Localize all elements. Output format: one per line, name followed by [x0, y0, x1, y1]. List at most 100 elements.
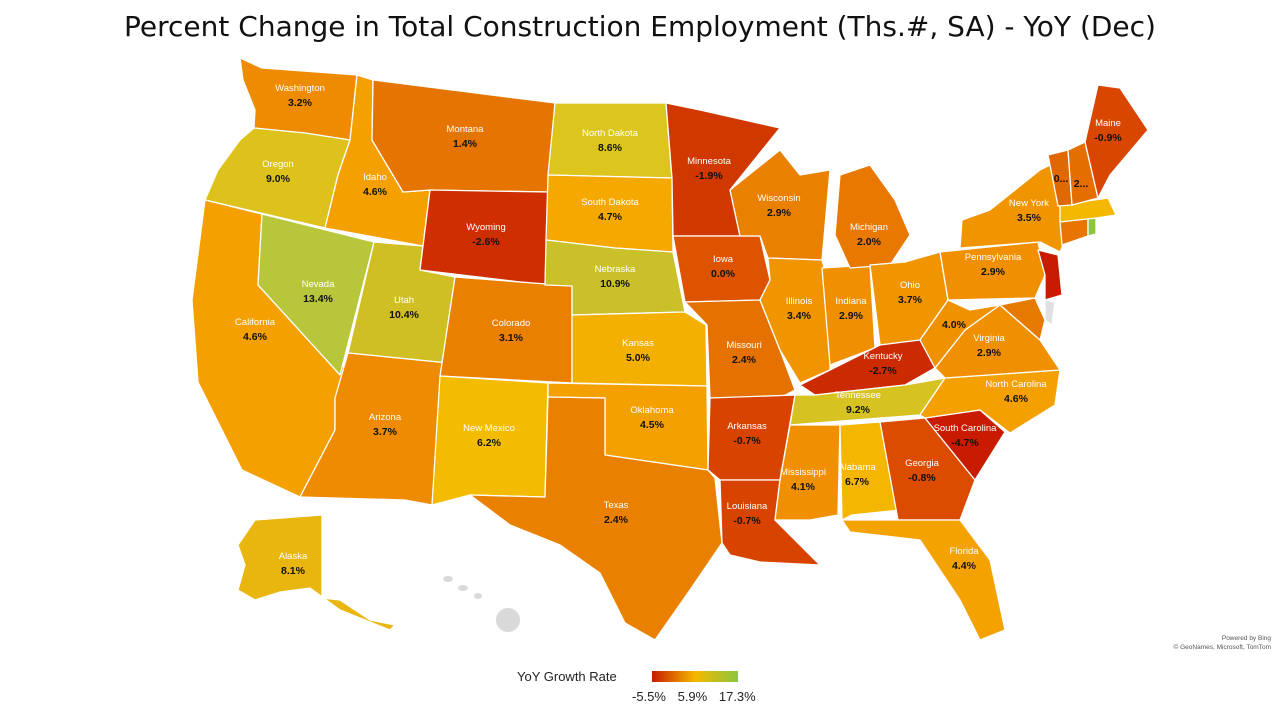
state-value-indiana: 2.9%	[839, 310, 864, 322]
state-new-jersey[interactable]	[1037, 249, 1063, 301]
state-label-wyoming: Wyoming	[466, 222, 506, 233]
state-label-north-dakota: North Dakota	[582, 128, 639, 139]
state-value-virginia: 2.9%	[977, 347, 1002, 359]
state-label-florida: Florida	[949, 546, 979, 557]
legend-max-label: 17.3%	[718, 689, 756, 704]
state-value-oklahoma: 4.5%	[640, 419, 665, 431]
attribution-line-2: © GeoNames, Microsoft, TomTom	[1173, 644, 1272, 651]
state-texas[interactable]	[469, 396, 723, 641]
state-maine[interactable]	[1084, 84, 1149, 199]
state-label-texas: Texas	[604, 500, 629, 511]
state-value-north-dakota: 8.6%	[598, 142, 623, 154]
state-north-dakota[interactable]	[547, 102, 673, 179]
map-attribution: Powered by Bing © GeoNames, Microsoft, T…	[1174, 634, 1272, 652]
state-label-arizona: Arizona	[369, 412, 402, 423]
state-value-vermont: 0...	[1054, 173, 1069, 185]
state-value-tennessee: 9.2%	[846, 404, 871, 416]
state-label-alaska: Alaska	[279, 551, 308, 562]
state-value-maine: -0.9%	[1094, 132, 1122, 144]
state-montana[interactable]	[371, 79, 556, 193]
state-label-pennsylvania: Pennsylvania	[965, 252, 1022, 263]
legend-min-label: -5.5%	[632, 689, 666, 704]
state-label-kentucky: Kentucky	[863, 351, 902, 362]
state-value-montana: 1.4%	[453, 138, 478, 150]
legend-mid-label: 5.9%	[677, 689, 708, 704]
state-value-kentucky: -2.7%	[869, 365, 897, 377]
state-label-virginia: Virginia	[973, 333, 1005, 344]
state-value-texas: 2.4%	[604, 514, 629, 526]
state-label-south-carolina: South Carolina	[934, 423, 998, 434]
state-label-ohio: Ohio	[900, 280, 920, 291]
legend-gradient-bar	[652, 671, 738, 682]
state-label-kansas: Kansas	[622, 338, 654, 349]
state-label-arkansas: Arkansas	[727, 421, 767, 432]
state-label-idaho: Idaho	[363, 172, 387, 183]
legend-title: YoY Growth Rate	[517, 669, 617, 684]
attribution-line-1: Powered by Bing	[1221, 635, 1271, 642]
state-value-colorado: 3.1%	[499, 332, 524, 344]
state-value-florida: 4.4%	[952, 560, 977, 572]
state-label-south-dakota: South Dakota	[581, 197, 639, 208]
state-value-missouri: 2.4%	[732, 354, 757, 366]
state-value-louisiana: -0.7%	[733, 515, 761, 527]
state-colorado[interactable]	[439, 276, 573, 384]
state-value-minnesota: -1.9%	[695, 170, 723, 182]
map-title: Percent Change in Total Construction Emp…	[124, 10, 1156, 43]
state-label-indiana: Indiana	[835, 296, 867, 307]
state-label-iowa: Iowa	[713, 254, 734, 265]
state-label-washington: Washington	[275, 83, 325, 94]
state-label-wisconsin: Wisconsin	[757, 193, 800, 204]
state-value-mississippi: 4.1%	[791, 481, 816, 493]
state-value-iowa: 0.0%	[711, 268, 736, 280]
state-value-arizona: 3.7%	[373, 426, 398, 438]
state-florida[interactable]	[841, 519, 1006, 641]
state-value-alabama: 6.7%	[845, 476, 870, 488]
state-label-tennessee: Tennessee	[835, 390, 881, 401]
state-label-nevada: Nevada	[302, 279, 335, 290]
state-label-california: California	[235, 317, 276, 328]
state-label-missouri: Missouri	[726, 340, 761, 351]
state-label-north-carolina: North Carolina	[985, 379, 1047, 390]
state-value-new-hampshire: 2...	[1074, 178, 1089, 190]
state-kansas[interactable]	[571, 311, 708, 387]
state-label-mississippi: Mississippi	[780, 467, 826, 478]
state-value-north-carolina: 4.6%	[1004, 393, 1029, 405]
state-hawaii[interactable]	[443, 576, 520, 632]
state-value-wyoming: -2.6%	[472, 236, 500, 248]
state-delaware[interactable]	[1044, 299, 1056, 326]
state-label-utah: Utah	[394, 295, 414, 306]
state-value-new-mexico: 6.2%	[477, 437, 502, 449]
state-value-arkansas: -0.7%	[733, 435, 761, 447]
state-label-new-york: New York	[1009, 198, 1049, 209]
state-label-oregon: Oregon	[262, 159, 294, 170]
state-value-nebraska: 10.9%	[600, 278, 630, 290]
state-value-georgia: -0.8%	[908, 472, 936, 484]
state-value-ohio: 3.7%	[898, 294, 923, 306]
state-label-oklahoma: Oklahoma	[630, 405, 674, 416]
state-label-colorado: Colorado	[492, 318, 531, 329]
state-value-california: 4.6%	[243, 331, 268, 343]
state-alaska[interactable]	[237, 514, 396, 631]
state-label-alabama: Alabama	[838, 462, 876, 473]
state-value-wisconsin: 2.9%	[767, 207, 792, 219]
state-value-alaska: 8.1%	[281, 565, 306, 577]
state-value-south-dakota: 4.7%	[598, 211, 623, 223]
state-value-michigan: 2.0%	[857, 236, 882, 248]
state-georgia[interactable]	[879, 417, 976, 521]
state-value-south-carolina: -4.7%	[951, 437, 979, 449]
state-label-maine: Maine	[1095, 118, 1121, 129]
state-value-illinois: 3.4%	[787, 310, 812, 322]
state-label-new-mexico: New Mexico	[463, 423, 515, 434]
legend-ticks: -5.5% 5.9% 17.3%	[632, 689, 764, 704]
state-rhode-island[interactable]	[1087, 217, 1097, 237]
state-label-michigan: Michigan	[850, 222, 888, 233]
state-value-kansas: 5.0%	[626, 352, 651, 364]
state-michigan[interactable]	[834, 164, 911, 269]
state-label-illinois: Illinois	[786, 296, 813, 307]
state-value-nevada: 13.4%	[303, 293, 333, 305]
state-label-louisiana: Louisiana	[727, 501, 768, 512]
state-nevada[interactable]	[257, 213, 375, 376]
state-value-pennsylvania: 2.9%	[981, 266, 1006, 278]
state-value-washington: 3.2%	[288, 97, 313, 109]
